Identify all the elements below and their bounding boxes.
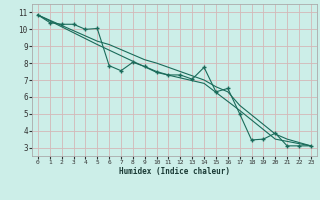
X-axis label: Humidex (Indice chaleur): Humidex (Indice chaleur) [119,167,230,176]
